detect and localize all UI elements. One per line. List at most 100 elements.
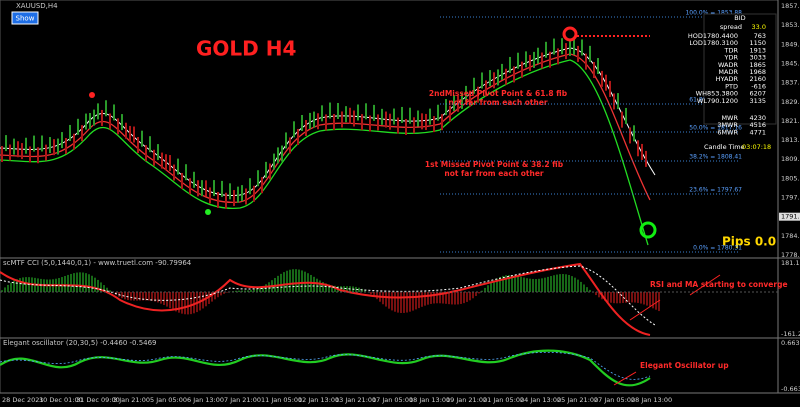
candle-time-val: 03:07:18	[742, 143, 771, 151]
fib-label: 100.0% = 1853.88	[685, 10, 742, 17]
dot	[205, 209, 211, 215]
annotation: Elegant Oscillator up	[640, 361, 729, 370]
time-label: 30 Dec 01:00	[39, 396, 83, 404]
buy-marker	[639, 221, 657, 239]
info-val: 4230	[749, 114, 766, 122]
candle-time-key: Candle Time	[704, 143, 745, 151]
info-key: LOD1780.3100	[689, 39, 738, 47]
fib-label: 0.0% = 1780.31	[693, 245, 742, 252]
time-label: 17 Jan 05:00	[372, 396, 413, 404]
annotation: not far from each other	[444, 169, 544, 178]
arrow	[613, 371, 637, 386]
info-key: PTD	[725, 82, 738, 90]
price-label: 1849.70	[781, 40, 800, 48]
info-bid: BID	[734, 14, 745, 22]
cci-line	[0, 262, 651, 336]
show-button-label[interactable]: Show	[16, 15, 35, 23]
info-key: 6MWR	[717, 128, 738, 136]
price-label: 1829.40	[781, 98, 800, 106]
annotation: RSI and MA starting to converge	[650, 280, 788, 289]
osc-axis: 0.6635	[781, 339, 800, 347]
arrow	[629, 299, 661, 321]
price-highlight	[779, 212, 800, 221]
annotation: 1st Missed Pivot Point & 38.2 fib	[425, 160, 564, 169]
sell-marker	[562, 26, 578, 42]
info-val: 1865	[749, 61, 766, 69]
price-label: 1797.00	[781, 194, 800, 202]
info-val: 2160	[749, 75, 766, 83]
price-label: 1837.00	[781, 79, 800, 87]
price-label: 1784.85	[781, 232, 800, 240]
info-key: WH853.3800	[696, 90, 738, 98]
time-label: 12 Jan 13:00	[298, 396, 339, 404]
cci-ma	[0, 265, 656, 326]
cci-title: scMTF CCI (5,0,1440,0,1) - www.truetl.co…	[3, 259, 192, 267]
time-label: 19 Jan 21:00	[446, 396, 487, 404]
price-label: 1778.35	[781, 251, 800, 259]
info-val: -616	[751, 82, 766, 90]
info-val: 33.0	[752, 23, 766, 31]
time-label: 25 Jan 21:00	[557, 396, 598, 404]
time-label: 3 Jan 21:00	[113, 396, 150, 404]
price-label: 1845.15	[781, 59, 800, 67]
candles	[1, 38, 647, 209]
fib-label: 50.0% = 1817.16	[689, 125, 742, 132]
info-key: YDR	[724, 54, 739, 62]
cci-axis: -161.2993	[781, 330, 800, 338]
info-val: 1968	[749, 68, 766, 76]
price-label: 1809.00	[781, 155, 800, 163]
show-button[interactable]	[11, 11, 39, 25]
time-label: 6 Jan 13:00	[187, 396, 224, 404]
info-val: 6207	[749, 90, 766, 98]
info-val: 4516	[749, 121, 766, 129]
price-label: 1813.75	[781, 136, 800, 144]
info-val: 763	[754, 32, 766, 40]
pips: Pips 0.0	[722, 235, 776, 249]
arrow	[689, 274, 721, 296]
info-val: 1913	[749, 46, 766, 54]
info-val: 3135	[749, 97, 766, 105]
info-val: 4771	[749, 128, 766, 136]
info-val: 1150	[749, 39, 766, 47]
annotation: 2ndMissed Pivot Point & 61.8 fib	[429, 89, 568, 98]
time-label: 28 Jan 13:00	[631, 396, 672, 404]
fib-label: 38.2% = 1808.41	[689, 154, 742, 161]
time-label: 5 Jan 05:00	[150, 396, 187, 404]
heading: GOLD H4	[196, 37, 296, 61]
info-panel	[703, 13, 777, 125]
time-label: 28 Dec 2021	[2, 396, 44, 404]
info-key: HYADR	[716, 75, 739, 83]
info-key: WADR	[718, 61, 739, 69]
info-key: MWR	[721, 114, 738, 122]
info-key: WL790.1200	[697, 97, 738, 105]
cci-axis: 181.1575	[781, 259, 800, 267]
frame	[0, 0, 779, 394]
price-label: 1791.81	[781, 213, 800, 221]
time-label: 24 Jan 13:00	[520, 396, 561, 404]
time-label: 18 Jan 13:00	[409, 396, 450, 404]
time-label: 11 Jan 05:00	[261, 396, 302, 404]
time-label: 27 Jan 05:00	[594, 396, 635, 404]
time-label: 7 Jan 21:00	[224, 396, 261, 404]
info-val: 3033	[749, 54, 766, 62]
time-label: 31 Dec 09:00	[76, 396, 120, 404]
time-label: 13 Jan 21:00	[335, 396, 376, 404]
info-key: TDR	[724, 46, 739, 54]
oscillator-signal	[0, 351, 651, 380]
fib-label: 23.6% = 1797.67	[689, 187, 742, 194]
info-key: MADR	[718, 68, 738, 76]
info-key: spread	[720, 23, 742, 31]
dot	[89, 92, 95, 98]
info-key: HOD1780.4400	[688, 32, 738, 40]
price-label: 1853.85	[781, 21, 800, 29]
annotation: not far from each other	[448, 98, 548, 107]
osc-title: Elegant oscillator (20,30,5) -0.4460 -0.…	[3, 339, 157, 347]
time-label: 21 Jan 05:00	[483, 396, 524, 404]
window-title: XAUUSD,H4	[16, 2, 58, 10]
price-label: 1821.80	[781, 117, 800, 125]
info-key: 3MWR	[717, 121, 738, 129]
price-label: 1857.30	[781, 2, 800, 10]
osc-axis: -0.6639	[781, 385, 800, 393]
